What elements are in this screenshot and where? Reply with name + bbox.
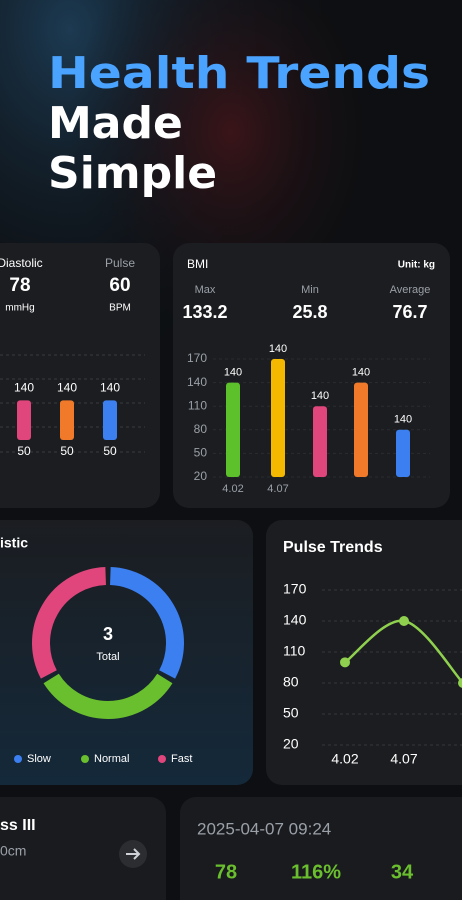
bar [354,382,368,477]
card-subtitle: 0cm [0,843,26,859]
donut-segment [32,567,107,679]
line-chart: 170 140 110 80 50 20 4.02 4.07 [283,581,462,767]
stat-label: Max [195,284,216,296]
metric: 34 [391,861,414,883]
card-title: istic [0,535,28,551]
y-tick-label: 110 [283,643,306,659]
card [173,243,450,508]
datetime: 2025-04-07 09:24 [197,819,331,838]
point [340,657,350,668]
unit: mmHg [5,303,34,314]
x-tick-label: 4.07 [390,751,417,767]
point [399,616,409,626]
metric: 78 [215,861,237,883]
card [180,797,462,900]
bar-label: 140 [352,367,370,379]
bar-label: 140 [224,367,242,379]
card-title: BMI [187,257,208,271]
headline: Made [48,98,183,149]
donut-total-label: Total [96,651,119,663]
bar-label: 140 [394,414,412,426]
arrow-icon [126,848,141,860]
donut-total: 3 [103,624,113,644]
donut-segment [109,567,184,679]
card-title: Pulse Trends [283,539,383,556]
legend-dot [158,755,166,763]
bar [271,359,285,477]
stat-label: Min [301,284,319,296]
stat-value: 76.7 [392,302,427,322]
value: 78 [9,275,30,296]
card[interactable] [0,797,166,900]
headline: Health Trends [48,48,430,99]
label: Pulse [105,256,135,270]
y-tick-label: 50 [283,705,299,721]
y-tick-label: 140 [187,375,207,389]
range-chart: 140 50 140 50 140 50 [14,381,120,459]
legend-dot [14,755,22,763]
legend-label: Fast [171,753,192,765]
range-bar [103,400,117,440]
y-tick-label: 20 [194,469,208,483]
value: 60 [109,275,130,296]
bar-label: 140 [269,343,287,355]
bar-label: 140 [311,390,329,402]
card-title: ss III [0,817,36,834]
bar [226,382,240,477]
y-tick-label: 20 [283,736,299,752]
bar-label: 50 [103,444,117,458]
stat-value: 133.2 [182,302,227,322]
bar-label: 140 [57,381,77,395]
card [0,243,160,508]
stat-label: Average [390,284,431,296]
legend-label: Slow [27,753,51,765]
bar-label: 140 [100,381,120,395]
bar-label: 140 [14,381,34,395]
x-tick-label: 4.07 [267,483,288,495]
metric: 116% [291,861,341,883]
y-tick-label: 170 [283,581,307,597]
y-tick-label: 110 [188,398,207,412]
x-tick-label: 4.02 [222,483,243,495]
y-tick-label: 170 [187,351,207,365]
unit: Unit: kg [398,260,435,271]
bar-label: 50 [60,444,74,458]
legend-label: Normal [94,753,129,765]
donut-segment [43,673,173,719]
x-tick-label: 4.02 [331,751,358,767]
point [458,678,462,688]
y-tick-label: 80 [283,674,299,690]
stat-value: 25.8 [292,302,327,322]
y-tick-label: 140 [283,612,307,628]
bar [313,406,327,477]
bar-label: 50 [17,444,31,458]
y-tick-label: 80 [194,422,208,436]
y-tick-label: 50 [194,446,208,460]
range-bar [60,400,74,440]
legend-dot [81,755,89,763]
bar [396,429,410,477]
range-bar [17,400,31,440]
label: Diastolic [0,256,43,270]
unit: BPM [109,303,131,314]
headline: Simple [48,148,217,199]
